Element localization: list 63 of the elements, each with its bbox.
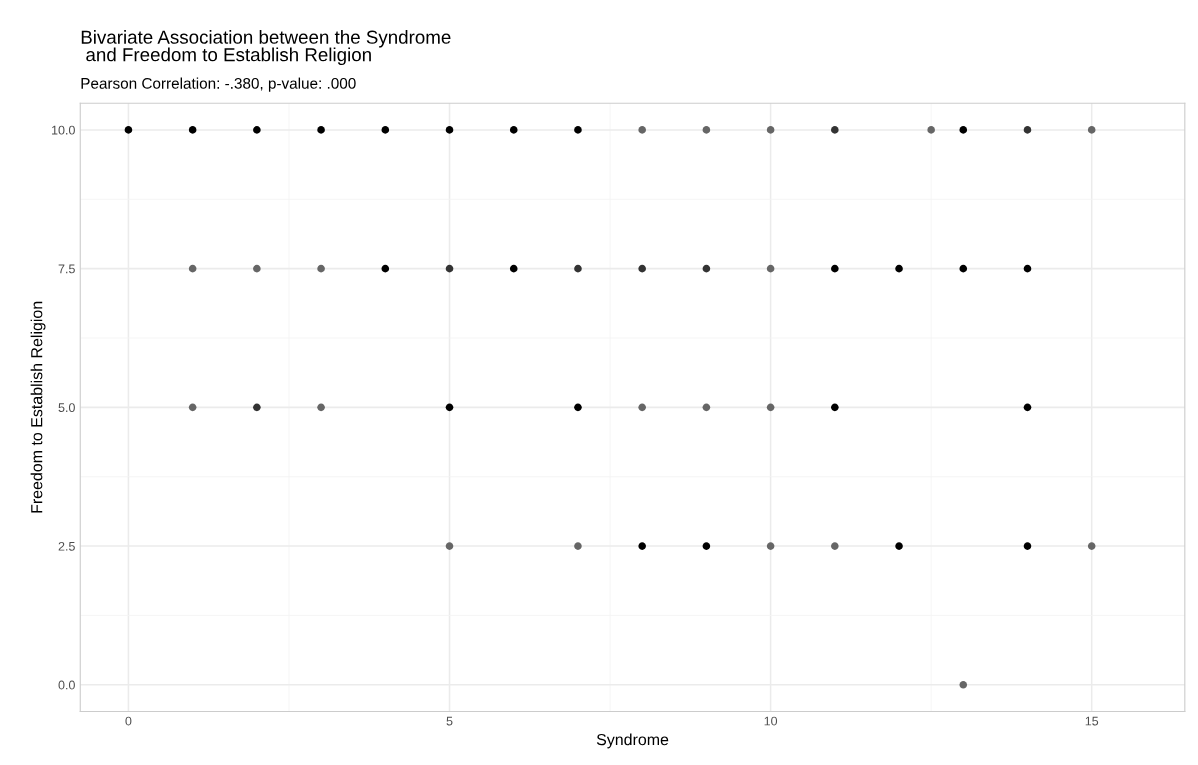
point: [574, 126, 582, 134]
chart-title: Bivariate Association between the Syndrome and Freedom to Establish Religion: [81, 30, 451, 66]
x-axis-title: Syndrome: [596, 733, 669, 749]
point: [638, 264, 646, 273]
point: [188, 264, 197, 273]
point: [445, 403, 454, 412]
point: [638, 542, 646, 550]
x-tick-label: 15: [1085, 716, 1099, 726]
point: [1023, 126, 1032, 134]
y-tick-label: 0.0: [58, 680, 75, 690]
y-tick-label: 7.5: [58, 264, 75, 274]
point: [253, 264, 261, 273]
point: [927, 126, 935, 134]
point: [1023, 542, 1032, 550]
point: [574, 403, 582, 412]
point: [702, 542, 711, 550]
point: [702, 126, 711, 134]
point: [317, 126, 325, 134]
point: [509, 126, 518, 134]
point: [124, 126, 133, 134]
chart-subtitle: Pearson Correlation: -.380, p-value: .000: [81, 77, 356, 92]
y-tick-label: 5.0: [58, 403, 75, 413]
point: [831, 264, 839, 273]
point: [1023, 264, 1032, 273]
y-tick-label: 2.5: [58, 541, 75, 551]
point: [895, 542, 903, 550]
y-tick-label: 10.0: [52, 125, 75, 135]
point: [253, 126, 261, 134]
point: [253, 403, 261, 412]
point: [1087, 542, 1096, 550]
point: [766, 126, 775, 134]
point: [381, 264, 390, 273]
point: [445, 264, 454, 273]
point: [766, 542, 775, 550]
point: [702, 403, 711, 412]
point: [188, 126, 197, 134]
y-axis-title: Freedom to Establish Religion: [30, 301, 46, 513]
x-tick-label: 5: [446, 716, 453, 726]
x-tick-label: 0: [125, 716, 132, 726]
point: [766, 403, 775, 412]
point: [638, 126, 646, 134]
point: [317, 264, 325, 273]
point: [381, 126, 390, 134]
point: [895, 264, 903, 273]
point: [959, 681, 968, 689]
point: [317, 403, 325, 412]
point: [574, 264, 582, 273]
point: [188, 403, 197, 412]
point: [831, 542, 839, 550]
point: [959, 264, 968, 273]
point: [1023, 403, 1032, 412]
point: [831, 126, 839, 134]
point: [1087, 126, 1096, 134]
point: [831, 403, 839, 412]
point: [766, 264, 775, 273]
point: [445, 126, 454, 134]
x-tick-label: 10: [764, 716, 778, 726]
point: [959, 126, 968, 134]
point: [445, 542, 454, 550]
point: [574, 542, 582, 550]
point: [638, 403, 646, 412]
point: [509, 264, 518, 273]
point: [702, 264, 711, 273]
